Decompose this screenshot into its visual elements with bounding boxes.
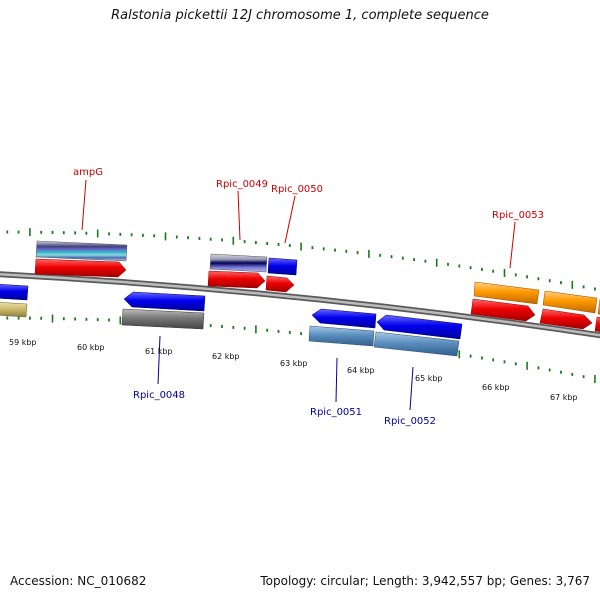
gene-Rpic_0050-arrow[interactable] bbox=[265, 275, 295, 293]
gene-ampG-arrow[interactable] bbox=[34, 258, 127, 278]
map-title: Ralstonia pickettii 12J chromosome 1, co… bbox=[111, 8, 489, 23]
gene-left-blue-arrow[interactable] bbox=[0, 284, 29, 301]
gene-Rpic_0052-arrow[interactable] bbox=[376, 314, 463, 340]
chromosome-backbone-highlight bbox=[0, 273, 600, 337]
gene-Rpic_0050-group[interactable] bbox=[265, 257, 298, 293]
gene-Rpic_0048-group[interactable] bbox=[121, 291, 206, 330]
genome-stats-text: Topology: circular; Length: 3,942,557 bp… bbox=[260, 574, 590, 588]
accession-text: Accession: NC_010682 bbox=[10, 574, 147, 588]
kbp-label: 61 kbp bbox=[145, 347, 173, 356]
gene-Rpic_0053-arrow[interactable] bbox=[470, 298, 536, 322]
gene-left-blue-group[interactable] bbox=[0, 284, 29, 318]
kbp-scale-labels: 59 kbp 60 kbp 61 kbp 62 kbp 63 kbp 64 kb… bbox=[9, 338, 578, 402]
kbp-label: 66 kbp bbox=[482, 383, 510, 392]
gene-feature-stripe bbox=[209, 253, 268, 273]
gene-label-Rpic_0049[interactable]: Rpic_0049 bbox=[216, 179, 268, 190]
kbp-label: 60 kbp bbox=[77, 343, 105, 352]
kbp-label: 65 kbp bbox=[415, 374, 443, 383]
gene-Rpic_0052-group[interactable] bbox=[373, 314, 463, 357]
kbp-label: 63 kbp bbox=[280, 359, 308, 368]
leader-Rpic_0050 bbox=[284, 195, 296, 244]
gene-red-arrow-3[interactable] bbox=[594, 316, 600, 333]
gene-label-Rpic_0051[interactable]: Rpic_0051 bbox=[310, 407, 362, 418]
gene-gray-block bbox=[121, 308, 205, 330]
gene-Rpic_0048-arrow[interactable] bbox=[123, 291, 206, 312]
gene-ampG-group[interactable] bbox=[34, 240, 128, 278]
kbp-label: 64 kbp bbox=[347, 366, 375, 375]
forward-tick-track bbox=[6, 228, 596, 291]
gene-Rpic_0051-group[interactable] bbox=[308, 308, 377, 347]
gene-Rpic_0053-group[interactable] bbox=[470, 281, 600, 333]
forward-gene-labels: ampG Rpic_0049 Rpic_0050 Rpic_0053 bbox=[73, 167, 544, 221]
gene-left-olive-block bbox=[0, 302, 28, 318]
kbp-label: 59 kbp bbox=[9, 338, 37, 347]
gene-orange-block-2 bbox=[542, 290, 598, 314]
leader-Rpic_0051 bbox=[335, 357, 338, 403]
leader-Rpic_0052 bbox=[409, 366, 414, 411]
reverse-leaders bbox=[157, 335, 414, 411]
gene-red-arrow-2[interactable] bbox=[539, 308, 593, 330]
leader-Rpic_0053 bbox=[509, 221, 516, 269]
leader-Rpic_0049 bbox=[237, 190, 241, 241]
gene-label-ampG[interactable]: ampG bbox=[73, 167, 103, 178]
gene-Rpic_0049-arrow[interactable] bbox=[207, 270, 266, 289]
gene-feature-stripe bbox=[35, 240, 128, 262]
gene-steel-block-1 bbox=[308, 325, 375, 347]
gene-steel-block-2 bbox=[373, 331, 460, 357]
gene-Rpic_0051-arrow[interactable] bbox=[311, 308, 377, 329]
gene-label-Rpic_0053[interactable]: Rpic_0053 bbox=[492, 210, 544, 221]
gene-orange-block-1 bbox=[473, 281, 540, 305]
gene-label-Rpic_0050[interactable]: Rpic_0050 bbox=[271, 184, 323, 195]
leader-Rpic_0048 bbox=[157, 335, 161, 385]
gene-Rpic_0049-group[interactable] bbox=[207, 253, 268, 289]
gene-label-Rpic_0048[interactable]: Rpic_0048 bbox=[133, 390, 185, 401]
gene-label-Rpic_0052[interactable]: Rpic_0052 bbox=[384, 416, 436, 427]
reverse-gene-labels: Rpic_0048 Rpic_0051 Rpic_0052 bbox=[133, 390, 436, 427]
leader-ampG bbox=[81, 179, 87, 231]
gene-feature-block bbox=[267, 257, 298, 276]
kbp-label: 67 kbp bbox=[550, 393, 578, 402]
kbp-label: 62 kbp bbox=[212, 352, 240, 361]
forward-leaders bbox=[81, 179, 516, 269]
